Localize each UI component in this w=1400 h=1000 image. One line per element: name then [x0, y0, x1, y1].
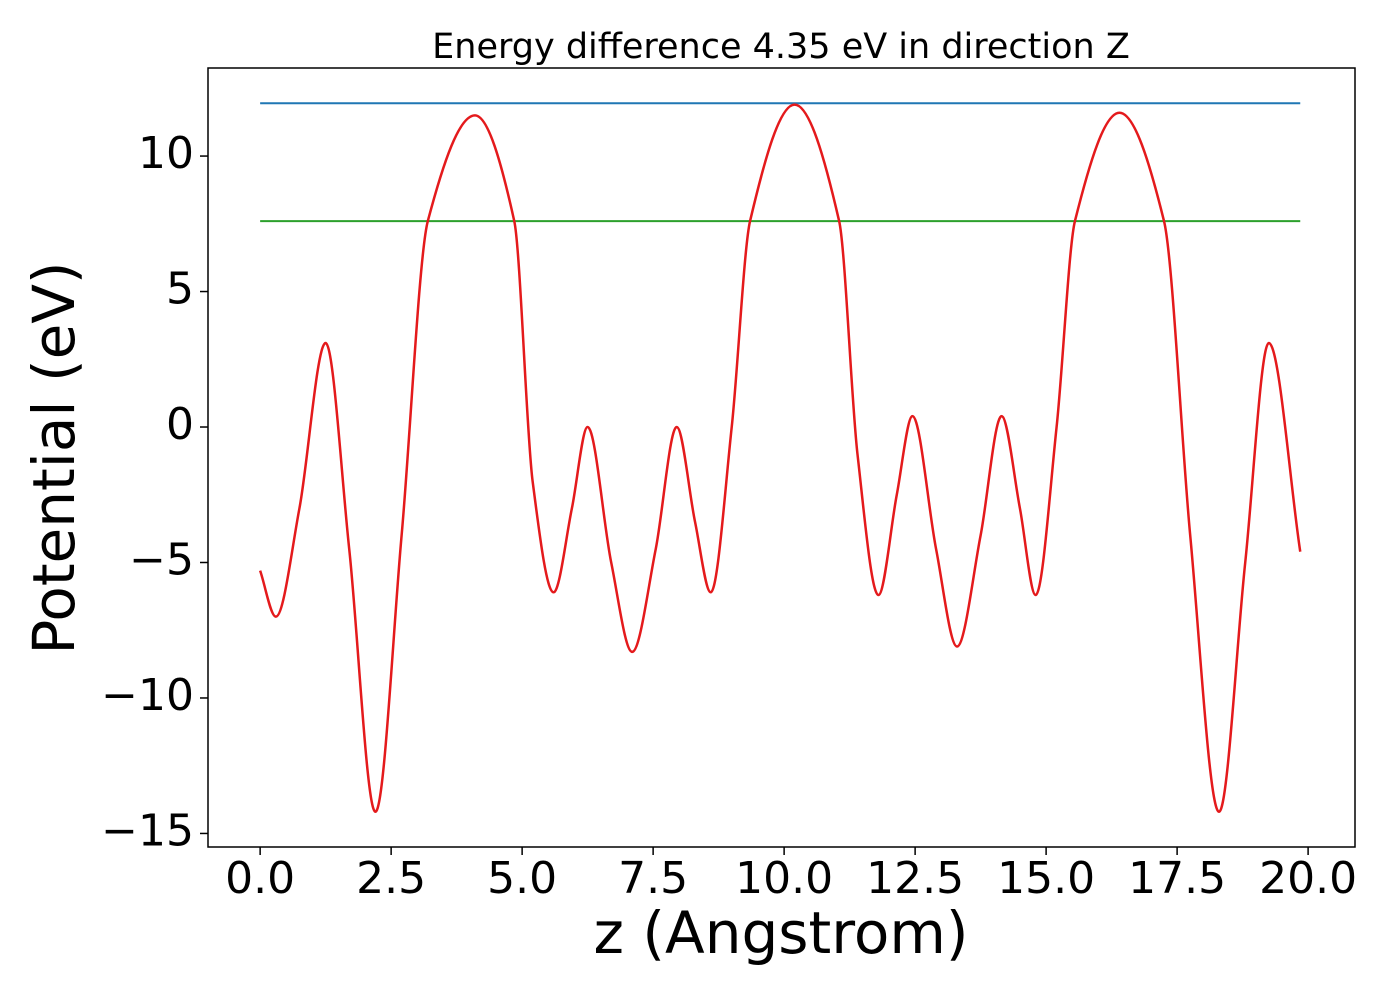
x-tick-label: 2.5 [356, 853, 426, 904]
x-tick-label: 5.0 [487, 853, 557, 904]
y-tick-label: −5 [129, 534, 194, 585]
x-tick-label: 12.5 [866, 853, 964, 904]
x-tick-label: 15.0 [997, 853, 1095, 904]
line [258, 103, 1302, 814]
x-tick-label: 20.0 [1259, 853, 1357, 904]
y-tick-label: 10 [138, 128, 194, 179]
y-tick-label: −15 [101, 805, 194, 856]
x-tick-label: 7.5 [618, 853, 688, 904]
y-tick-label: 0 [166, 399, 194, 450]
x-tick-label: 0.0 [225, 853, 295, 904]
x-axis-label: z (Angstrom) [594, 899, 969, 967]
chart-title: Energy difference 4.35 eV in direction Z [432, 27, 1130, 67]
y-tick-label: 5 [166, 264, 194, 315]
y-tick-label: −10 [101, 670, 194, 721]
plot-frame [207, 67, 1356, 848]
x-tick-label: 10.0 [735, 853, 833, 904]
y-axis-label: Potential (eV) [20, 261, 88, 654]
x-tick-label: 17.5 [1128, 853, 1226, 904]
